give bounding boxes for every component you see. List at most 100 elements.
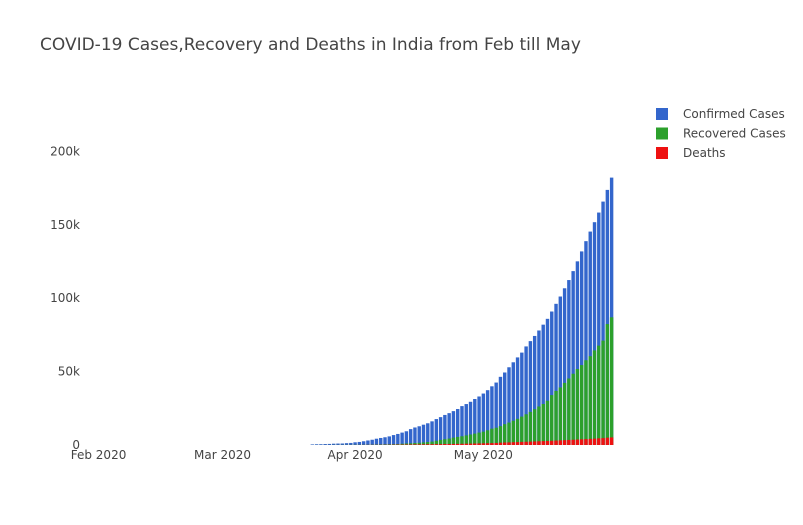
bar-confirmed-cases[interactable] — [310, 444, 315, 445]
bar-confirmed-cases[interactable] — [545, 318, 550, 445]
bar-deaths[interactable] — [485, 443, 490, 445]
bar-confirmed-cases[interactable] — [532, 335, 537, 445]
bar-recovered-cases[interactable] — [498, 426, 503, 445]
legend-item[interactable]: Confirmed Cases — [656, 107, 785, 121]
bar-deaths[interactable] — [609, 437, 614, 445]
bar-confirmed-cases[interactable] — [408, 429, 413, 445]
bar-confirmed-cases[interactable] — [490, 386, 494, 445]
bar-recovered-cases[interactable] — [541, 404, 545, 445]
bar-recovered-cases[interactable] — [601, 340, 605, 445]
bar-deaths[interactable] — [421, 444, 426, 445]
bar-recovered-cases[interactable] — [438, 439, 443, 445]
bar-confirmed-cases[interactable] — [468, 401, 473, 445]
bar-confirmed-cases[interactable] — [455, 409, 460, 445]
bar-recovered-cases[interactable] — [408, 443, 413, 445]
bar-confirmed-cases[interactable] — [340, 443, 344, 446]
bar-confirmed-cases[interactable] — [447, 413, 451, 445]
bar-confirmed-cases[interactable] — [464, 404, 468, 445]
bar-confirmed-cases[interactable] — [481, 393, 486, 445]
bar-confirmed-cases[interactable] — [374, 438, 379, 445]
bar-confirmed-cases[interactable] — [451, 411, 456, 445]
bar-recovered-cases[interactable] — [532, 409, 537, 445]
bar-recovered-cases[interactable] — [400, 443, 404, 445]
bar-confirmed-cases[interactable] — [520, 352, 524, 445]
bar-confirmed-cases[interactable] — [387, 436, 391, 445]
bar-confirmed-cases[interactable] — [575, 261, 580, 445]
bar-deaths[interactable] — [562, 440, 567, 445]
bar-recovered-cases[interactable] — [520, 416, 524, 445]
bar-recovered-cases[interactable] — [434, 440, 439, 445]
bar-confirmed-cases[interactable] — [379, 437, 383, 445]
bar-recovered-cases[interactable] — [503, 424, 507, 445]
bar-confirmed-cases[interactable] — [567, 280, 571, 445]
bar-confirmed-cases[interactable] — [366, 440, 370, 445]
bar-confirmed-cases[interactable] — [443, 414, 447, 445]
bar-deaths[interactable] — [451, 443, 456, 445]
bar-deaths[interactable] — [545, 440, 550, 445]
bar-recovered-cases[interactable] — [460, 436, 464, 445]
bar-deaths[interactable] — [447, 443, 451, 445]
bar-deaths[interactable] — [426, 444, 430, 445]
bar-confirmed-cases[interactable] — [336, 443, 340, 445]
bar-recovered-cases[interactable] — [473, 433, 477, 445]
bar-deaths[interactable] — [417, 444, 421, 445]
bar-recovered-cases[interactable] — [567, 378, 571, 446]
bar-confirmed-cases[interactable] — [404, 431, 409, 445]
bar-confirmed-cases[interactable] — [597, 212, 601, 445]
bar-deaths[interactable] — [413, 444, 417, 445]
bar-confirmed-cases[interactable] — [400, 432, 404, 445]
bar-deaths[interactable] — [592, 438, 597, 445]
bar-deaths[interactable] — [537, 441, 541, 445]
bar-recovered-cases[interactable] — [537, 406, 541, 445]
bar-confirmed-cases[interactable] — [537, 330, 541, 445]
bar-deaths[interactable] — [477, 443, 481, 445]
bar-confirmed-cases[interactable] — [485, 390, 490, 445]
bar-recovered-cases[interactable] — [605, 324, 610, 445]
bar-confirmed-cases[interactable] — [361, 441, 366, 445]
bar-recovered-cases[interactable] — [597, 345, 601, 445]
bar-recovered-cases[interactable] — [571, 373, 575, 445]
bar-deaths[interactable] — [481, 443, 486, 445]
bar-confirmed-cases[interactable] — [383, 437, 387, 445]
bar-deaths[interactable] — [468, 443, 473, 445]
bar-deaths[interactable] — [597, 438, 601, 445]
bar-confirmed-cases[interactable] — [421, 424, 426, 445]
bar-confirmed-cases[interactable] — [571, 271, 575, 445]
bar-recovered-cases[interactable] — [494, 427, 498, 445]
bar-confirmed-cases[interactable] — [332, 443, 336, 445]
bar-confirmed-cases[interactable] — [438, 417, 443, 445]
bar-recovered-cases[interactable] — [404, 443, 409, 445]
bar-deaths[interactable] — [524, 441, 528, 445]
bar-recovered-cases[interactable] — [443, 439, 447, 445]
bar-recovered-cases[interactable] — [413, 443, 417, 445]
bar-confirmed-cases[interactable] — [584, 241, 588, 445]
bar-deaths[interactable] — [520, 441, 524, 445]
bar-deaths[interactable] — [528, 441, 533, 445]
bar-recovered-cases[interactable] — [417, 442, 421, 445]
bar-recovered-cases[interactable] — [588, 356, 592, 445]
bar-confirmed-cases[interactable] — [357, 441, 362, 445]
bar-recovered-cases[interactable] — [609, 317, 614, 445]
bar-deaths[interactable] — [490, 443, 494, 445]
bar-deaths[interactable] — [464, 443, 468, 445]
bar-confirmed-cases[interactable] — [511, 362, 515, 445]
bar-recovered-cases[interactable] — [379, 444, 383, 445]
bar-confirmed-cases[interactable] — [477, 396, 481, 445]
bar-confirmed-cases[interactable] — [353, 442, 357, 445]
bar-deaths[interactable] — [567, 439, 571, 445]
bar-deaths[interactable] — [532, 441, 537, 445]
bar-recovered-cases[interactable] — [579, 365, 584, 445]
bar-confirmed-cases[interactable] — [609, 177, 614, 445]
bar-recovered-cases[interactable] — [528, 411, 533, 445]
bar-confirmed-cases[interactable] — [541, 324, 545, 445]
bar-recovered-cases[interactable] — [430, 441, 434, 445]
bar-confirmed-cases[interactable] — [370, 439, 374, 445]
bar-deaths[interactable] — [455, 443, 460, 445]
legend-item[interactable]: Recovered Cases — [656, 127, 786, 141]
bar-recovered-cases[interactable] — [545, 400, 550, 445]
bar-deaths[interactable] — [511, 442, 515, 445]
bar-recovered-cases[interactable] — [562, 382, 567, 445]
bar-confirmed-cases[interactable] — [550, 311, 554, 445]
bar-deaths[interactable] — [550, 440, 554, 445]
bar-recovered-cases[interactable] — [490, 428, 494, 445]
